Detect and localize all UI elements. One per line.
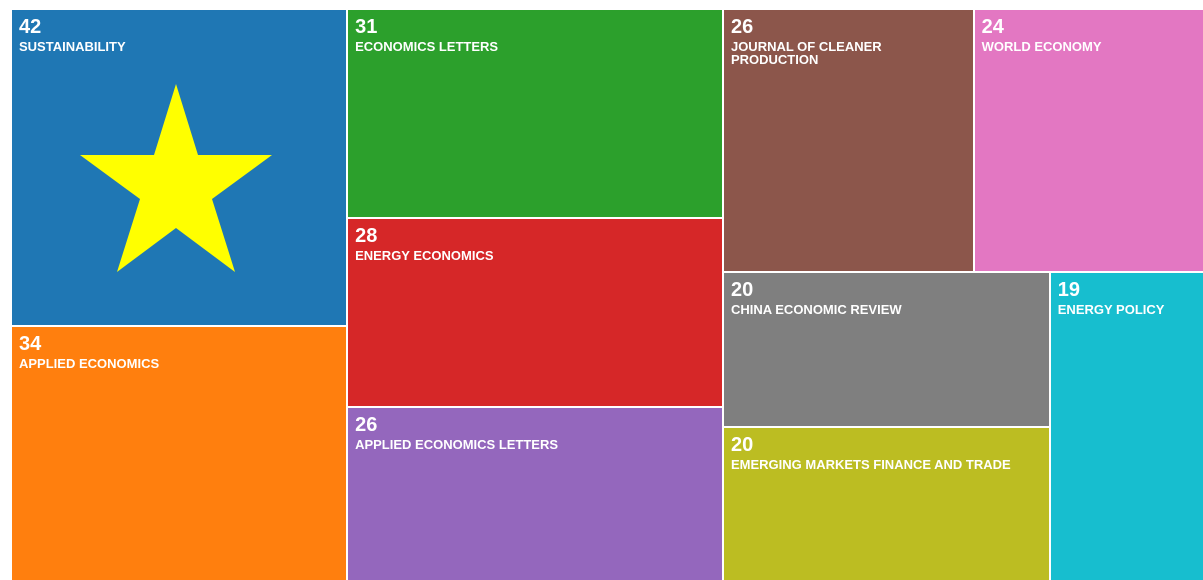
cell-value: 19 bbox=[1057, 278, 1081, 301]
star-icon bbox=[80, 84, 272, 272]
cell-value: 26 bbox=[355, 413, 378, 436]
cell-label: SUSTAINABILITY bbox=[19, 39, 126, 54]
cell-label: CHINA ECONOMIC REVIEW bbox=[730, 301, 902, 317]
cell-label: APPLIED ECONOMICS bbox=[19, 355, 160, 371]
treemap-cell: 26 JOURNAL OF CLEANER PRODUCTION bbox=[722, 9, 974, 272]
cell-value: 24 bbox=[981, 16, 1004, 38]
treemap-cell: 34 APPLIED ECONOMICS bbox=[11, 325, 348, 580]
cell-label: ENERGY ECONOMICS bbox=[355, 247, 494, 263]
cell-value: 20 bbox=[730, 433, 754, 456]
cell-value: 28 bbox=[355, 224, 378, 247]
cell-value: 31 bbox=[355, 16, 378, 38]
star bbox=[80, 84, 272, 272]
cell-value: 34 bbox=[19, 332, 42, 355]
treemap-cell: 31 ECONOMICS LETTERS bbox=[347, 9, 723, 218]
treemap-cell: 20 CHINA ECONOMIC REVIEW bbox=[722, 271, 1050, 427]
treemap-cell: 19 ENERGY POLICY bbox=[1049, 271, 1203, 580]
treemap-cell: 20 EMERGING MARKETS FINANCE AND TRADE bbox=[722, 426, 1050, 580]
cell-value: 42 bbox=[19, 16, 42, 38]
treemap-cell: 24 WORLD ECONOMY bbox=[973, 9, 1203, 272]
treemap-cell: 28 ENERGY ECONOMICS bbox=[347, 217, 723, 407]
cell-label: EMERGING MARKETS FINANCE AND TRADE bbox=[730, 456, 1011, 472]
cell-label: ECONOMICS LETTERS bbox=[355, 39, 499, 54]
cell-label: ENERGY POLICY bbox=[1057, 301, 1165, 317]
cell-label: APPLIED ECONOMICS LETTERS bbox=[355, 436, 559, 452]
cell-label: WORLD ECONOMY bbox=[981, 39, 1102, 54]
cell-value: 20 bbox=[730, 278, 754, 301]
cell-label: JOURNAL OF CLEANER PRODUCTION bbox=[730, 39, 882, 67]
cell-value: 26 bbox=[730, 16, 754, 38]
treemap-cell: 26 APPLIED ECONOMICS LETTERS bbox=[347, 406, 723, 580]
